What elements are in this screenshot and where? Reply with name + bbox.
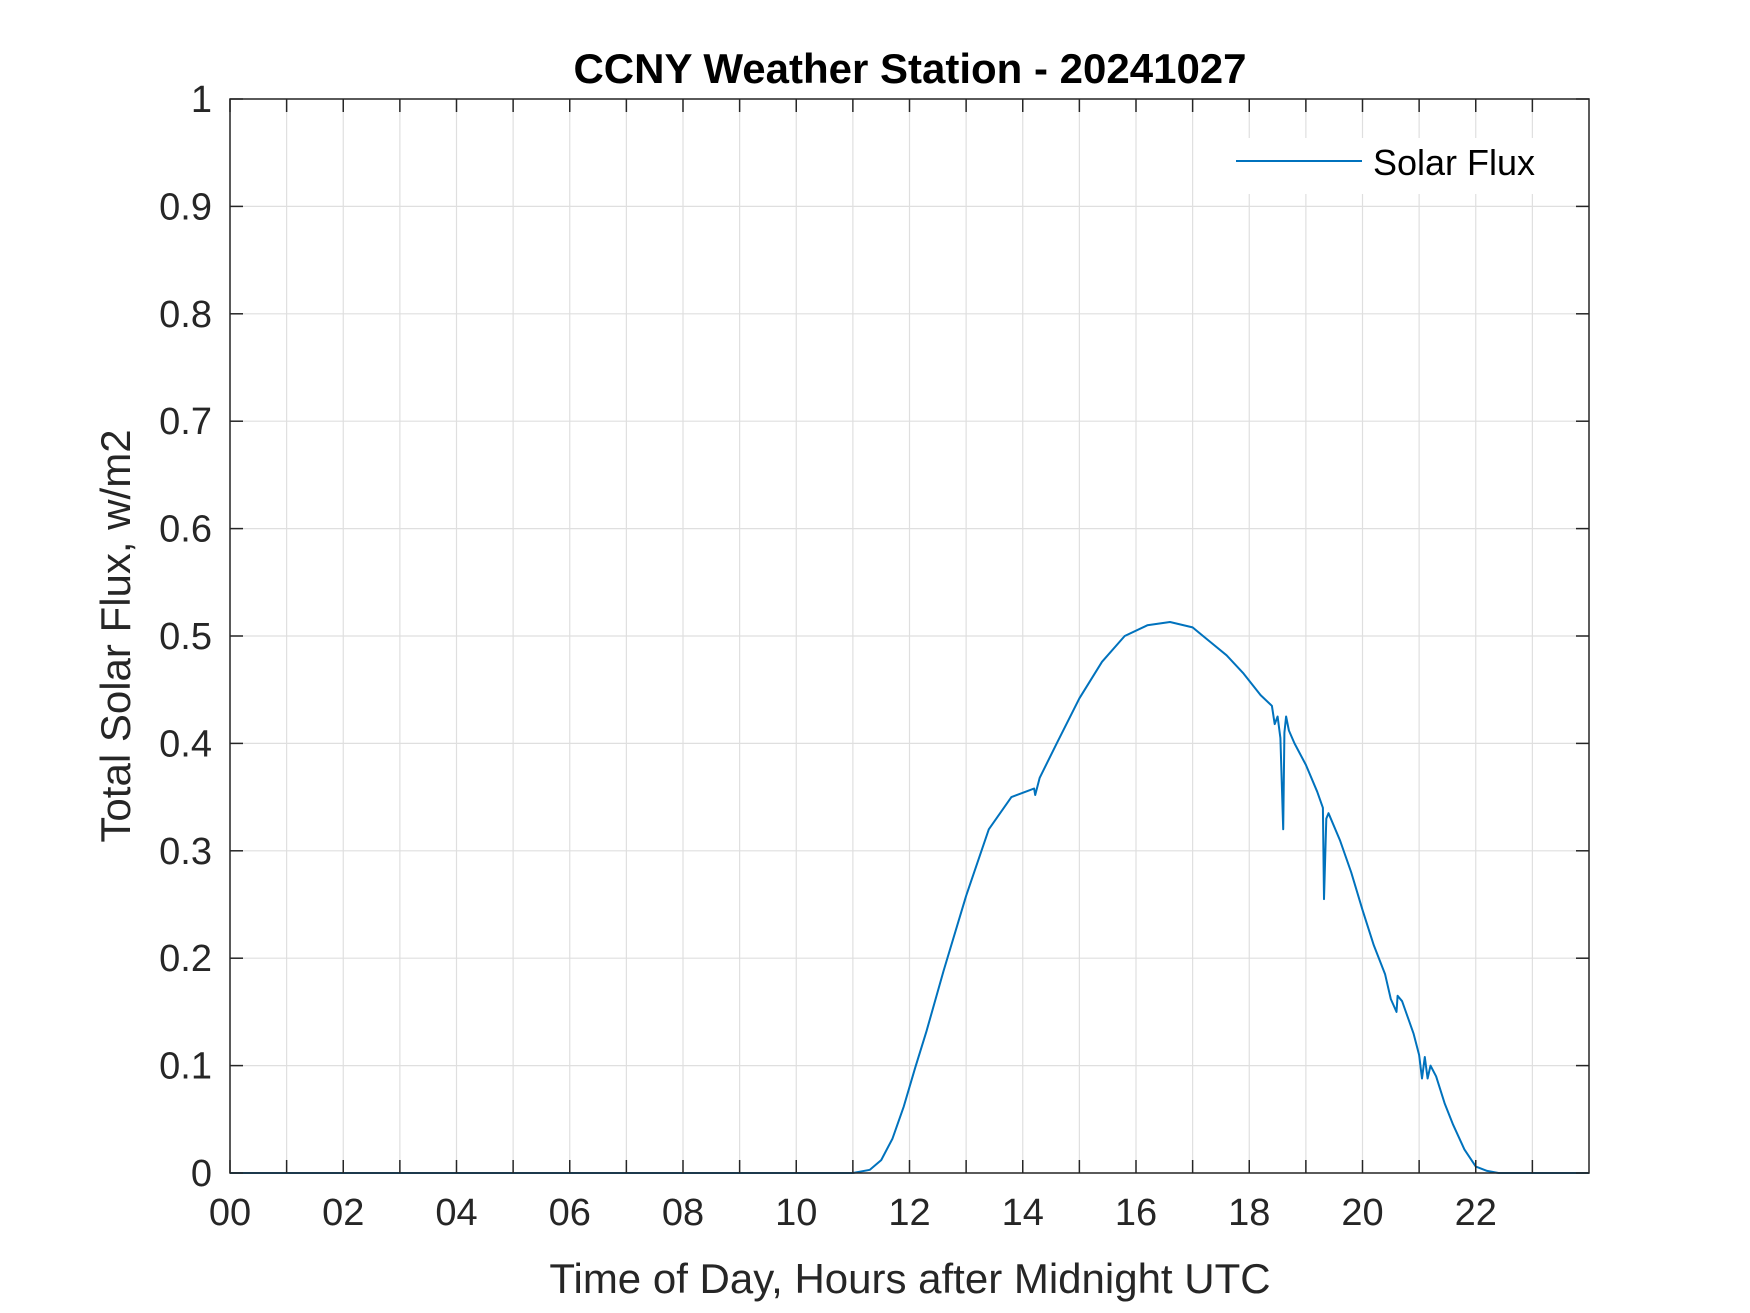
- x-tick-label: 02: [322, 1192, 364, 1234]
- y-axis-label: Total Solar Flux, w/m2: [92, 429, 139, 842]
- y-tick-label: 0.9: [159, 186, 212, 228]
- x-tick-label: 22: [1455, 1192, 1497, 1234]
- legend-label-solar-flux: Solar Flux: [1373, 142, 1535, 183]
- x-tick-label: 06: [549, 1192, 591, 1234]
- y-tick-label: 0.6: [159, 509, 212, 551]
- y-tick-label: 0.4: [159, 723, 212, 765]
- y-tick-label: 1: [191, 79, 212, 121]
- y-tick-label: 0.3: [159, 831, 212, 873]
- x-tick-label: 18: [1228, 1192, 1270, 1234]
- x-tick-label: 00: [209, 1192, 251, 1234]
- y-tick-label: 0.1: [159, 1046, 212, 1088]
- x-tick-label: 14: [1002, 1192, 1044, 1234]
- y-tick-label: 0.8: [159, 294, 212, 336]
- series-line-solar-flux: [230, 621, 1589, 1174]
- x-tick-label: 16: [1115, 1192, 1157, 1234]
- x-tick-label: 20: [1341, 1192, 1383, 1234]
- x-tick-label: 10: [775, 1192, 817, 1234]
- x-axis-label: Time of Day, Hours after Midnight UTC: [549, 1255, 1270, 1302]
- x-tick-label: 04: [435, 1192, 477, 1234]
- y-tick-label: 0.5: [159, 616, 212, 658]
- y-tick-label: 0.7: [159, 401, 212, 443]
- y-tick-label: 0: [191, 1153, 212, 1195]
- y-tick-label: 0.2: [159, 938, 212, 980]
- x-tick-label: 08: [662, 1192, 704, 1234]
- plot-frame: [229, 98, 1590, 1174]
- chart-title: CCNY Weather Station - 20241027: [573, 45, 1246, 92]
- legend: Solar Flux: [1220, 138, 1560, 194]
- x-tick-label: 12: [888, 1192, 930, 1234]
